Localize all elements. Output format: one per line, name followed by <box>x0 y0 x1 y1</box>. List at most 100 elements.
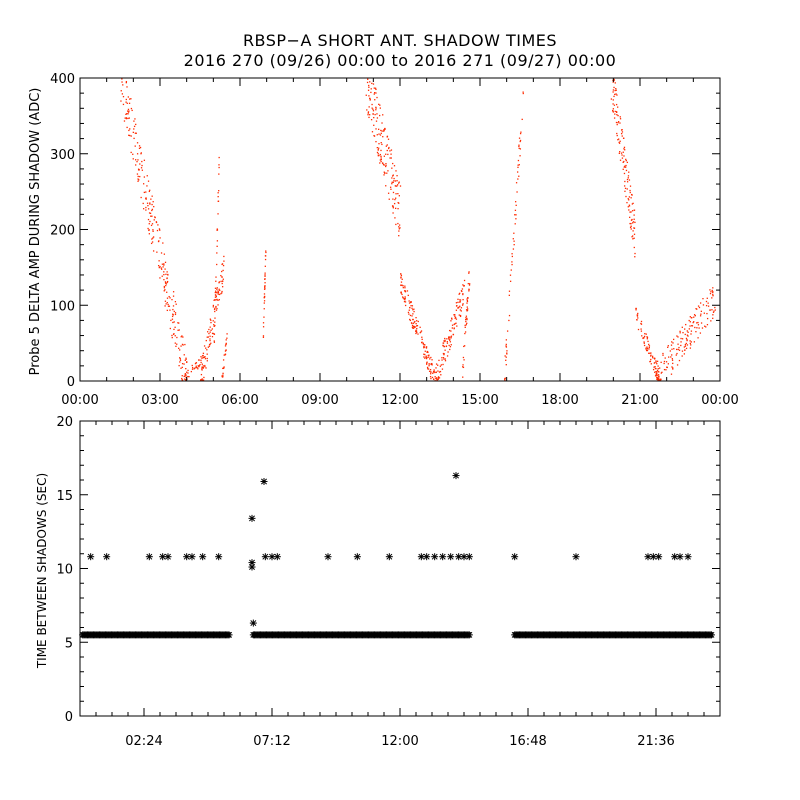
data-point <box>463 285 465 287</box>
data-point <box>217 195 219 198</box>
data-point <box>214 310 216 313</box>
data-point <box>185 367 187 370</box>
data-point <box>508 319 510 322</box>
data-point <box>649 352 651 354</box>
data-point <box>714 306 716 309</box>
data-point <box>682 331 684 334</box>
data-point <box>650 358 652 361</box>
data-point <box>655 367 657 370</box>
data-point <box>162 242 164 244</box>
data-point <box>617 121 620 123</box>
data-point <box>167 303 169 306</box>
data-point <box>375 106 377 108</box>
data-point <box>677 348 679 351</box>
data-point <box>130 135 132 137</box>
data-point <box>699 315 702 317</box>
data-point <box>215 553 223 561</box>
data-point <box>711 289 713 292</box>
data-point <box>263 300 266 302</box>
data-point <box>427 351 429 353</box>
data-point <box>629 226 632 229</box>
data-point <box>125 101 127 103</box>
data-point <box>656 369 659 372</box>
data-point <box>367 78 369 80</box>
data-point <box>226 337 228 339</box>
y-tick-label: 0 <box>67 375 75 390</box>
data-point <box>637 312 639 315</box>
data-point <box>671 366 673 368</box>
data-point <box>381 122 383 124</box>
data-point <box>430 377 432 380</box>
data-point <box>678 359 681 362</box>
data-point <box>216 229 218 231</box>
data-point <box>374 92 376 94</box>
data-point <box>385 162 387 165</box>
data-point <box>624 165 626 167</box>
data-point <box>618 142 621 144</box>
data-point <box>392 212 394 214</box>
data-point <box>170 319 172 322</box>
data-point <box>400 284 402 286</box>
data-point <box>426 350 428 353</box>
data-point <box>380 142 382 144</box>
data-point <box>223 366 225 368</box>
data-point <box>450 320 452 322</box>
data-point <box>655 553 663 561</box>
data-point <box>431 376 434 379</box>
data-point <box>213 340 215 342</box>
data-point <box>461 304 464 306</box>
data-point <box>216 307 218 310</box>
data-point <box>213 308 216 311</box>
data-point <box>516 191 518 193</box>
chart-title: RBSP−A SHORT ANT. SHADOW TIMES <box>242 31 558 50</box>
data-point <box>465 320 467 323</box>
data-point <box>514 201 517 203</box>
data-point <box>121 93 124 95</box>
data-point <box>428 356 430 358</box>
data-point <box>395 170 397 172</box>
data-point <box>404 301 407 303</box>
data-point <box>173 310 175 313</box>
data-point <box>426 361 428 363</box>
data-point <box>702 298 704 300</box>
data-point <box>612 111 615 113</box>
data-point <box>516 171 519 173</box>
data-point <box>712 291 714 293</box>
data-point <box>159 237 161 239</box>
data-point <box>658 376 660 378</box>
data-point <box>151 223 154 225</box>
data-point <box>707 305 710 307</box>
data-point <box>443 340 445 342</box>
data-point <box>378 143 380 145</box>
data-point <box>454 315 456 317</box>
data-point <box>146 202 149 204</box>
y-tick-label: 20 <box>56 415 73 430</box>
data-point <box>645 349 648 352</box>
data-point <box>636 319 638 321</box>
data-point <box>212 332 214 335</box>
data-point <box>369 81 371 83</box>
data-point <box>511 261 513 263</box>
data-point <box>409 301 412 304</box>
data-point <box>632 202 634 205</box>
data-point <box>623 137 625 139</box>
data-point <box>511 553 519 561</box>
y-tick-label: 400 <box>50 72 75 87</box>
top-data-points <box>120 78 716 382</box>
data-point <box>147 208 150 210</box>
data-point <box>402 297 404 299</box>
data-point <box>218 164 220 166</box>
data-point <box>151 203 153 206</box>
data-point <box>160 252 163 254</box>
data-point <box>613 104 616 106</box>
data-point <box>672 362 674 365</box>
data-point <box>454 323 456 325</box>
data-point <box>628 196 631 198</box>
data-point <box>684 343 687 346</box>
data-point <box>202 352 205 354</box>
data-point <box>127 113 129 115</box>
data-point <box>646 347 649 350</box>
data-point <box>643 337 645 339</box>
data-point <box>188 553 196 561</box>
data-point <box>462 366 464 368</box>
